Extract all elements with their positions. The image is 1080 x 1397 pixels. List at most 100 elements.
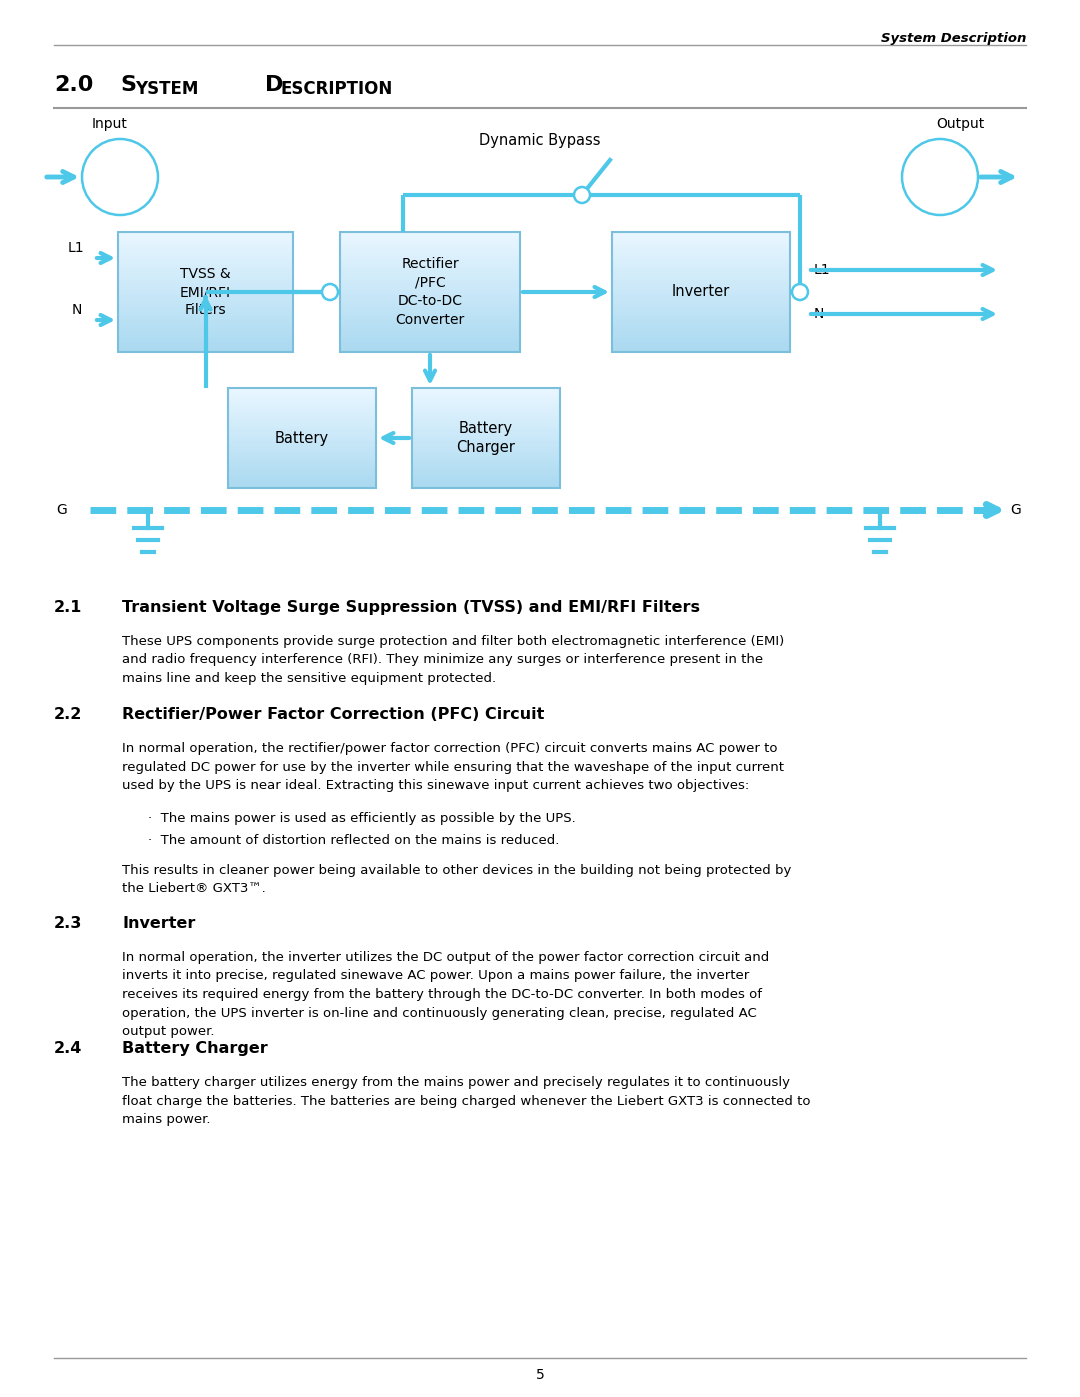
Bar — [228, 395, 376, 398]
Bar — [612, 319, 789, 321]
Bar — [411, 475, 561, 478]
Circle shape — [792, 284, 808, 300]
Bar — [411, 462, 561, 465]
Bar — [118, 295, 293, 298]
Bar — [612, 328, 789, 331]
Bar — [340, 328, 519, 331]
Bar — [411, 388, 561, 488]
Bar — [340, 319, 519, 321]
Bar — [411, 408, 561, 411]
Bar — [411, 430, 561, 433]
Bar — [118, 256, 293, 258]
Bar — [411, 402, 561, 405]
Bar — [340, 313, 519, 316]
Bar — [612, 349, 789, 352]
Bar — [340, 232, 519, 235]
Bar — [612, 244, 789, 247]
Bar — [411, 411, 561, 414]
Text: Inverter: Inverter — [672, 285, 730, 299]
Bar — [228, 426, 376, 427]
Bar — [612, 292, 789, 295]
Bar — [228, 405, 376, 408]
Bar — [118, 319, 293, 321]
Bar — [612, 232, 789, 235]
Bar — [340, 279, 519, 284]
Bar — [118, 326, 293, 328]
Bar — [228, 440, 376, 443]
Bar — [118, 265, 293, 268]
Bar — [612, 321, 789, 326]
Bar — [340, 242, 519, 244]
Bar — [340, 253, 519, 256]
Bar — [612, 265, 789, 268]
Bar — [612, 310, 789, 313]
Text: ·  The amount of distortion reflected on the mains is reduced.: · The amount of distortion reflected on … — [148, 834, 559, 847]
Bar — [228, 411, 376, 414]
Bar — [228, 462, 376, 465]
Bar — [340, 331, 519, 334]
Bar — [340, 298, 519, 300]
Circle shape — [322, 284, 338, 300]
Bar — [411, 405, 561, 408]
Bar — [411, 458, 561, 461]
Bar — [118, 305, 293, 307]
Bar — [612, 263, 789, 265]
Bar — [340, 292, 519, 295]
Text: L1: L1 — [814, 263, 831, 277]
Bar — [118, 300, 293, 305]
Bar — [228, 486, 376, 488]
Bar — [228, 468, 376, 471]
Bar — [612, 289, 789, 292]
Bar — [411, 455, 561, 458]
Text: ·  The mains power is used as efficiently as possible by the UPS.: · The mains power is used as efficiently… — [148, 812, 576, 826]
Bar — [340, 346, 519, 349]
Bar — [118, 263, 293, 265]
Bar — [612, 235, 789, 237]
Text: G: G — [56, 503, 67, 517]
Bar — [340, 316, 519, 319]
Bar — [228, 420, 376, 423]
Bar — [340, 295, 519, 298]
Bar — [118, 253, 293, 256]
Bar — [228, 471, 376, 474]
Bar — [340, 250, 519, 253]
Bar — [612, 339, 789, 344]
Bar — [411, 461, 561, 462]
Bar — [228, 448, 376, 450]
Bar — [228, 408, 376, 411]
Bar — [340, 244, 519, 247]
Bar — [411, 415, 561, 418]
Bar — [228, 465, 376, 468]
Text: S: S — [120, 75, 136, 95]
Bar — [340, 289, 519, 292]
Text: 2.0: 2.0 — [54, 75, 93, 95]
Text: TVSS &
EMI/RFI
Filters: TVSS & EMI/RFI Filters — [180, 267, 231, 317]
Bar — [612, 253, 789, 256]
Bar — [228, 436, 376, 439]
Bar — [411, 440, 561, 443]
Bar — [340, 258, 519, 263]
Bar — [411, 443, 561, 446]
Bar — [612, 279, 789, 284]
Text: Inverter: Inverter — [122, 916, 195, 930]
Bar — [411, 427, 561, 430]
Bar — [411, 436, 561, 439]
Bar — [340, 326, 519, 328]
Bar — [228, 402, 376, 405]
Bar — [340, 344, 519, 346]
Bar — [118, 328, 293, 331]
Bar — [612, 258, 789, 263]
Bar — [118, 298, 293, 300]
Bar — [411, 468, 561, 471]
Bar — [118, 316, 293, 319]
Bar — [228, 461, 376, 462]
Bar — [228, 398, 376, 401]
Bar — [411, 388, 561, 391]
Bar — [340, 237, 519, 242]
Bar — [340, 310, 519, 313]
Circle shape — [573, 187, 590, 203]
Bar — [612, 274, 789, 277]
Bar — [118, 286, 293, 289]
Bar — [411, 471, 561, 474]
Bar — [612, 316, 789, 319]
